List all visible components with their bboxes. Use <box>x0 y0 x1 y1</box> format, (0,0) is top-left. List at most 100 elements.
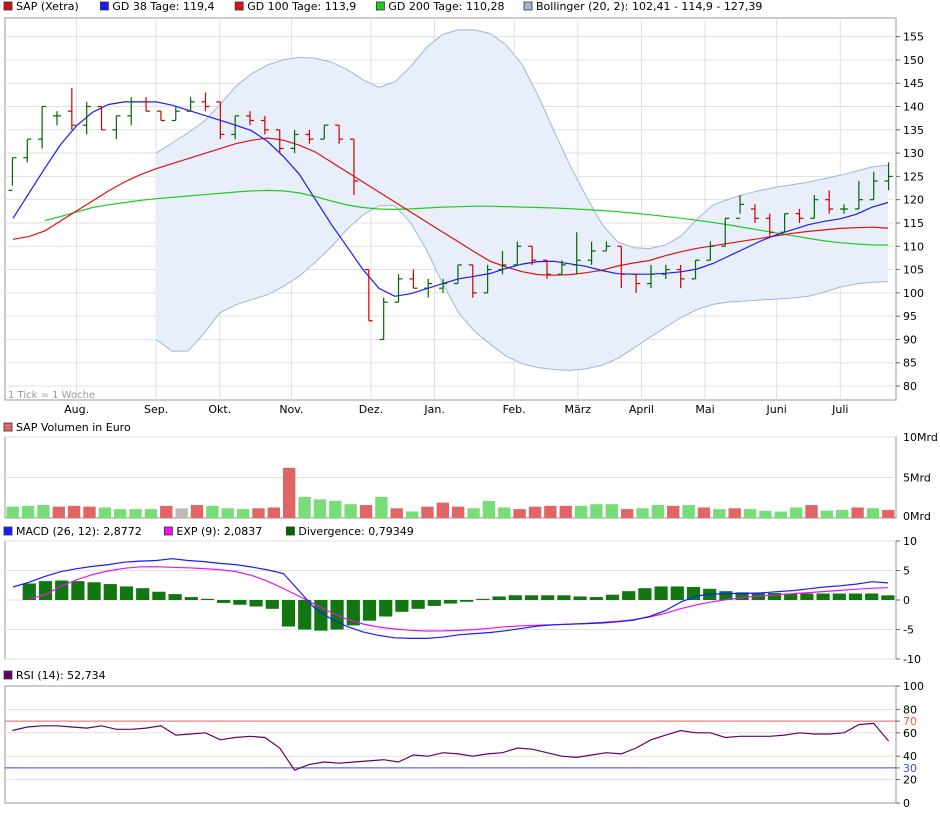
ohlc-bar <box>38 105 47 149</box>
divergence-bar <box>816 593 830 600</box>
volume-bar <box>667 505 680 518</box>
volume-bar <box>805 505 818 518</box>
volume-bar <box>544 505 557 518</box>
ohlc-bar <box>854 181 863 210</box>
volume-bar <box>436 502 449 518</box>
legend-label: Bollinger (20, 2): 102,41 - 114,9 - 127,… <box>536 0 762 13</box>
ohlc-bar <box>661 264 670 279</box>
volume-bar <box>851 507 864 518</box>
ohlc-bar <box>795 209 804 223</box>
legend-swatch <box>3 1 13 11</box>
volume-bar <box>252 508 265 518</box>
ohlc-bar <box>424 278 433 298</box>
legend-swatch <box>163 526 173 536</box>
volume-bar <box>375 496 388 518</box>
ohlc-bar <box>691 259 700 280</box>
ohlc-bar <box>171 106 180 122</box>
macd-line <box>12 558 889 640</box>
volume-bar <box>498 507 511 518</box>
divergence-bar <box>314 600 328 631</box>
tick-note: 1 Tick = 1 Woche <box>8 390 95 401</box>
y-tick-label: 105 <box>903 264 924 277</box>
volume-bar <box>574 505 588 518</box>
month-label: Juli <box>831 403 848 416</box>
ohlc-bar <box>632 273 641 293</box>
legend-label: SAP Volumen in Euro <box>16 421 131 434</box>
legend-swatch <box>3 670 13 680</box>
ohlc-bar <box>349 138 358 196</box>
ohlc-bar <box>82 101 91 135</box>
divergence-bar <box>881 595 895 600</box>
legend-label: MACD (26, 12): 2,8772 <box>16 525 142 538</box>
y-tick-label: 40 <box>903 750 917 763</box>
divergence-bar <box>395 600 409 612</box>
volume-bar <box>682 505 695 518</box>
volume-bar <box>21 505 35 518</box>
divergence-bar <box>589 597 603 600</box>
volume-bar <box>267 507 281 518</box>
volume-bar <box>129 509 142 518</box>
divergence-bar <box>38 581 53 600</box>
volume-bar <box>820 510 834 518</box>
volume-bar <box>743 509 757 518</box>
volume-bar <box>175 508 188 518</box>
y-tick-label: 145 <box>903 77 924 90</box>
divergence-bar <box>492 596 506 600</box>
ohlc-bar <box>557 260 566 275</box>
divergence-bar <box>55 580 69 600</box>
volume-bar <box>728 508 741 518</box>
legend-label: GD 38 Tage: 119,4 <box>112 0 214 13</box>
ohlc-bar <box>52 111 61 126</box>
divergence-bar <box>638 588 652 600</box>
ohlc-bar <box>602 241 611 252</box>
divergence-bar <box>233 600 247 605</box>
y-tick-label: 5Mrd <box>903 472 931 485</box>
legend-swatch <box>523 1 533 11</box>
divergence-bar <box>735 592 749 600</box>
legend-label: RSI (14): 52,734 <box>16 669 106 682</box>
divergence-bar <box>848 593 863 600</box>
volume-bar <box>482 500 496 518</box>
month-label: Juni <box>766 403 787 416</box>
bollinger-band <box>156 29 888 371</box>
legend-label: Divergence: 0,79349 <box>298 525 413 538</box>
divergence-bar <box>865 593 879 600</box>
divergence-bar <box>281 600 296 627</box>
month-label: Aug. <box>64 403 89 416</box>
legend-swatch <box>3 422 13 432</box>
ohlc-bar <box>543 259 552 279</box>
y-tick-label: 125 <box>903 170 924 183</box>
divergence-bar <box>103 584 117 600</box>
divergence-bar <box>168 594 182 600</box>
divergence-bar <box>508 595 522 600</box>
y-tick-label: 85 <box>903 357 917 370</box>
ohlc-bar <box>156 110 165 122</box>
divergence-bar <box>411 600 425 609</box>
y-tick-label: 100 <box>903 287 924 300</box>
y-tick-label: 80 <box>903 703 917 716</box>
ohlc-bar <box>572 232 581 275</box>
ohlc-bar <box>721 217 730 247</box>
volume-bar <box>313 499 327 518</box>
divergence-bar <box>265 600 279 609</box>
sma38-line <box>12 101 889 297</box>
ohlc-bar <box>884 162 893 191</box>
y-tick-label: 155 <box>903 31 924 44</box>
ohlc-bar <box>320 124 329 140</box>
legend-swatch <box>234 1 244 11</box>
volume-bar <box>83 506 96 518</box>
divergence-bar <box>686 587 701 600</box>
ohlc-bar <box>246 111 255 126</box>
volume-bar <box>390 508 403 518</box>
divergence-bar <box>476 598 490 600</box>
ohlc-bar <box>112 115 121 140</box>
divergence-bar <box>184 597 198 600</box>
volume-bar <box>620 509 634 518</box>
volume-bar <box>467 508 480 518</box>
divergence-bar <box>557 595 571 600</box>
month-label: Jan. <box>423 403 444 416</box>
ohlc-bar <box>736 195 745 219</box>
ohlc-bar <box>780 213 789 233</box>
ohlc-bar <box>483 264 492 294</box>
